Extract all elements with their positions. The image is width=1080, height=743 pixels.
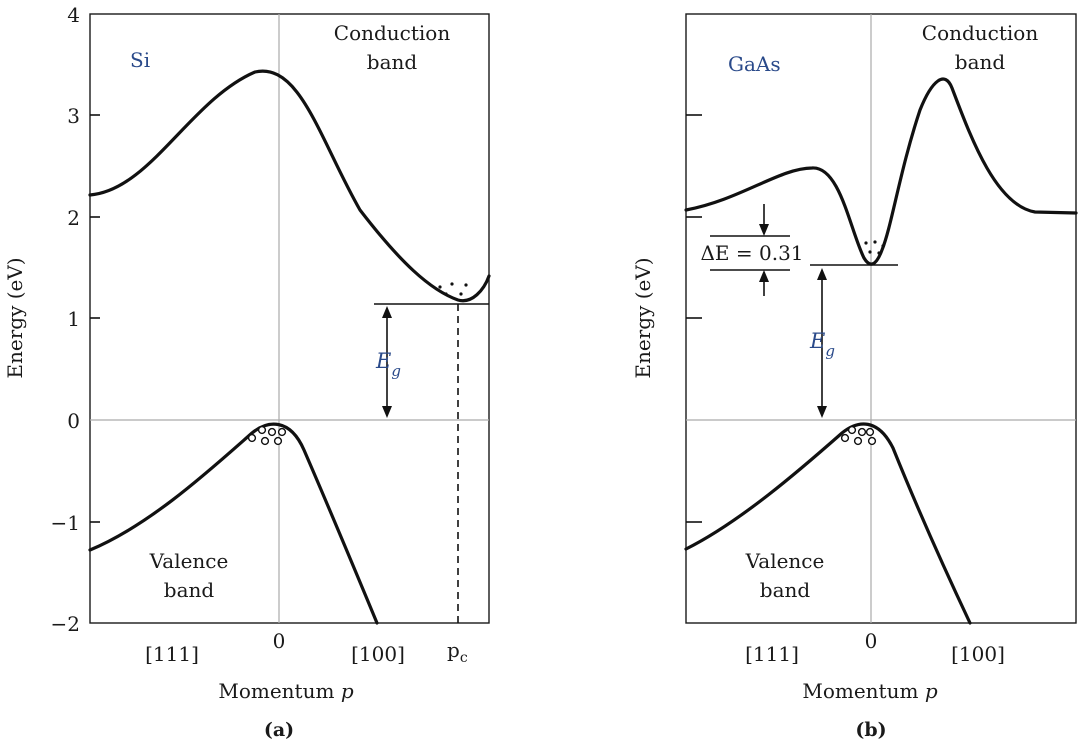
- panel-b-y-axis-title: Energy (eV): [631, 257, 655, 378]
- panel-a-y-ticks: 4 3 2 1 0 −1 −2: [51, 3, 100, 636]
- panel-b-y-ticks: [686, 114, 702, 523]
- panel-a-frame: [89, 13, 490, 624]
- panel-a-material-label: Si: [130, 48, 150, 72]
- y-tick-label: 2: [67, 206, 80, 230]
- panel-a-x-tick-100: [100]: [351, 642, 405, 666]
- panel-b-label: (b): [855, 719, 886, 741]
- panel-b-material-label: GaAs: [728, 52, 781, 76]
- panel-b-x-tick-0: 0: [865, 629, 878, 653]
- panel-b-frame: [685, 13, 1077, 624]
- y-tick-label: −1: [51, 511, 80, 535]
- panel-b: Energy (eV) Eg: [631, 13, 1078, 741]
- y-tick-label: 4: [67, 3, 80, 27]
- delta-e-label-bg: [700, 240, 804, 266]
- panel-b-x-tick-111: [111]: [745, 642, 799, 666]
- si-hole-circles: [247, 425, 287, 446]
- panel-a-x-tick-0: 0: [273, 629, 286, 653]
- y-tick-label: −2: [51, 612, 80, 636]
- gaas-electron-dots: [864, 240, 885, 255]
- panel-b-valence-label-line1: Valence: [745, 549, 825, 573]
- gaas-band-gap-arrow: [817, 268, 827, 418]
- panel-b-x-tick-100: [100]: [951, 642, 1005, 666]
- gaas-valence-band-curve: [684, 422, 972, 625]
- gaas-band-gap-label: Eg: [809, 329, 835, 360]
- gaas-hole-circles: [840, 425, 877, 446]
- panel-a-x-axis-title: Momentum p: [218, 679, 353, 703]
- panel-b-conduction-label-line1: Conduction: [922, 21, 1039, 45]
- y-tick-label: 0: [67, 409, 80, 433]
- panel-a-conduction-label-line2: band: [367, 50, 418, 74]
- si-electron-dots: [438, 282, 468, 296]
- panel-a-y-axis-title: Energy (eV): [3, 257, 27, 378]
- panel-a-x-tick-111: [111]: [145, 642, 199, 666]
- panel-b-conduction-label-line2: band: [955, 50, 1006, 74]
- si-conduction-band-curve: [88, 69, 491, 303]
- si-valence-band-curve: [88, 422, 379, 625]
- panel-a-valence-label-line1: Valence: [149, 549, 229, 573]
- y-tick-label: 1: [67, 307, 80, 331]
- panel-a-conduction-label-line1: Conduction: [334, 21, 451, 45]
- panel-a-label: (a): [264, 719, 294, 741]
- panel-a-valence-label-line2: band: [164, 578, 215, 602]
- si-band-gap-label: Eg: [375, 349, 401, 380]
- panel-a-pc-label: pc: [447, 638, 468, 666]
- panel-a: 4 3 2 1 0 −1 −2 Energy (eV): [3, 3, 491, 741]
- gaas-conduction-band-curve: [684, 77, 1078, 266]
- panel-b-valence-label-line2: band: [760, 578, 811, 602]
- gaas-delta-e-label: ΔE = 0.31: [700, 241, 803, 265]
- panel-b-x-axis-title: Momentum p: [802, 679, 937, 703]
- gaas-delta-e-marker: [710, 204, 790, 296]
- y-tick-label: 3: [67, 104, 80, 128]
- si-band-gap-arrow: [382, 306, 392, 418]
